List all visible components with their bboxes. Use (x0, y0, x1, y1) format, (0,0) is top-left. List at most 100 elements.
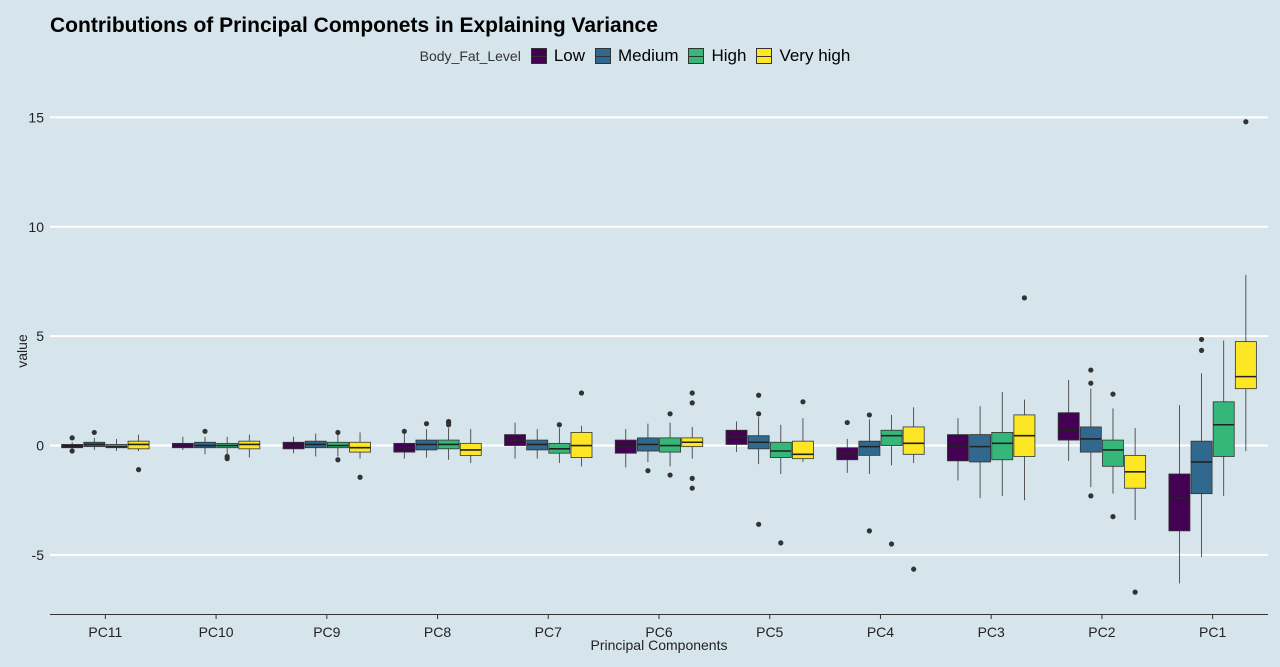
box-pc11-high (105, 438, 128, 452)
legend-key-medium (595, 48, 612, 64)
x-tick-label: PC9 (313, 624, 340, 640)
x-tick-label: PC11 (88, 624, 122, 640)
outlier-point (645, 468, 651, 474)
box-pc5-low (725, 421, 748, 453)
box-pc5-high (769, 424, 792, 546)
box-pc3-high (991, 391, 1014, 496)
x-tick-label: PC3 (978, 624, 1005, 640)
box-pc6-low (614, 429, 637, 468)
outlier-point (1110, 514, 1116, 520)
outlier-point (888, 541, 895, 547)
box-pc4-high (880, 414, 903, 547)
outlier-point (1088, 493, 1094, 499)
y-tick-label: 5 (36, 328, 44, 344)
legend-label-low: Low (553, 46, 586, 65)
legend-item-low: Low (530, 46, 586, 66)
box-body (1212, 401, 1235, 457)
box-body (902, 426, 925, 455)
outlier-point (689, 485, 695, 491)
box-body (1057, 412, 1080, 441)
outlier-point (335, 429, 341, 436)
box-pc9-high (326, 429, 349, 463)
outlier-point (689, 400, 695, 406)
box-body (1190, 440, 1213, 495)
box-pc10-high (216, 436, 239, 462)
axis-layer: Principal Components value (14, 334, 1268, 653)
outlier-point (911, 566, 917, 572)
outlier-point (556, 422, 562, 428)
legend-label-medium: Medium (618, 46, 679, 65)
x-tick-label: PC8 (424, 624, 451, 640)
outlier-point (357, 474, 363, 480)
box-pc4-medium (858, 412, 881, 534)
box-pc4-low (836, 419, 859, 473)
box-pc8-medium (415, 421, 438, 458)
legend-item-very-high: Very high (756, 46, 850, 66)
outlier-point (202, 428, 208, 434)
legend-label-high: High (711, 46, 747, 65)
box-pc3-low (947, 418, 969, 481)
outlier-point (69, 448, 75, 454)
box-pc2-very-high (1124, 428, 1147, 595)
box-pc10-medium (194, 428, 216, 455)
x-tick-label: PC10 (199, 624, 234, 640)
grid-layer: -5 0 5 10 15 (28, 109, 1268, 563)
box-pc8-very-high (459, 429, 482, 464)
outlier-point (1198, 347, 1205, 353)
outlier-point (578, 390, 585, 396)
outlier-point (866, 528, 872, 534)
box-pc1-medium (1190, 336, 1213, 558)
outlier-point (667, 411, 673, 417)
box-pc2-medium (1079, 367, 1102, 499)
box-pc1-very-high (1234, 119, 1257, 452)
box-pc3-very-high (1013, 295, 1036, 501)
box-pc4-very-high (902, 407, 925, 572)
box-pc5-medium (747, 392, 770, 527)
box-pc8-low (393, 428, 416, 459)
y-tick-label: 15 (28, 109, 44, 125)
legend-label-very-high: Very high (779, 46, 851, 65)
outlier-point (224, 456, 230, 462)
x-tick-label: PC5 (756, 624, 783, 640)
outlier-point (667, 472, 673, 478)
legend-key-low (530, 48, 547, 64)
outlier-point (1132, 589, 1138, 595)
outlier-point (1021, 295, 1027, 301)
outlier-point (401, 428, 407, 434)
box-pc7-very-high (570, 390, 593, 467)
box-body (1234, 341, 1257, 390)
box-layer: PC11 PC10 PC9 PC8 PC7 PC6 PC5 PC4 PC3 PC2 PC1 (61, 119, 1257, 640)
box-pc5-very-high (792, 399, 814, 462)
box-body (947, 434, 969, 462)
outlier-point (1088, 380, 1094, 386)
box-pc2-low (1057, 379, 1080, 461)
box-pc6-high (659, 411, 681, 478)
outlier-point (135, 467, 142, 473)
box-pc11-medium (83, 429, 106, 450)
box-pc2-high (1102, 391, 1124, 520)
outlier-point (335, 457, 341, 463)
box-pc8-high (437, 418, 460, 460)
outlier-point (756, 411, 762, 417)
outlier-point (844, 419, 850, 426)
box-body (969, 434, 992, 463)
y-tick-label: 10 (28, 219, 44, 235)
outlier-point (689, 390, 695, 396)
legend-key-very-high (756, 48, 773, 64)
legend-title: Body_Fat_Level (419, 48, 521, 64)
chart-title: Contributions of Principal Componets in … (50, 14, 658, 37)
outlier-point (756, 521, 762, 527)
outlier-point (91, 429, 97, 436)
box-pc7-medium (526, 429, 549, 459)
outlier-point (1088, 367, 1094, 373)
box-body (991, 432, 1014, 461)
box-pc10-very-high (238, 434, 261, 458)
outlier-point (800, 399, 806, 405)
legend-item-high: High (688, 46, 746, 66)
outlier-point (866, 412, 872, 418)
y-tick-label: 0 (36, 438, 44, 454)
outlier-point (423, 421, 430, 427)
box-pc3-medium (969, 406, 992, 499)
x-tick-label: PC1 (1199, 624, 1226, 640)
